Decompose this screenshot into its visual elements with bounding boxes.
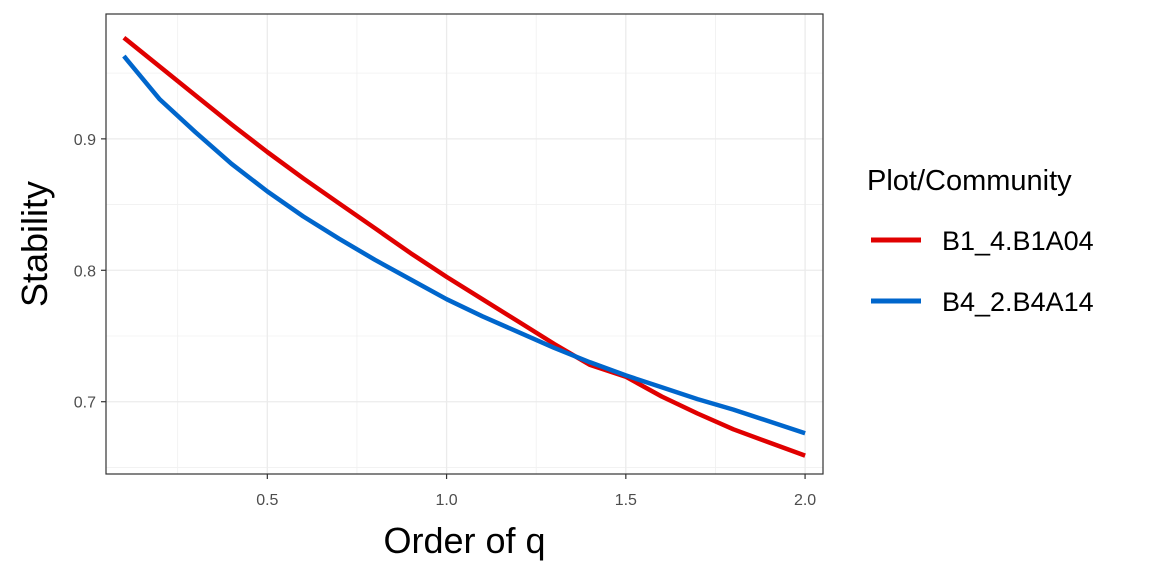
x-tick-label: 1.5 bbox=[615, 492, 637, 509]
series-line-b4-2 bbox=[122, 54, 806, 436]
x-tick-label: 2.0 bbox=[794, 492, 816, 509]
y-tick-label: 0.9 bbox=[74, 132, 96, 149]
series-lines bbox=[122, 35, 806, 458]
plot-panel-border bbox=[105, 13, 824, 475]
x-axis-title: Order of q bbox=[383, 520, 545, 561]
legend-label-b4-2: B4_2.B4A14 bbox=[942, 287, 1094, 317]
minor-gridlines bbox=[106, 14, 823, 474]
y-tick-label: 0.8 bbox=[74, 263, 96, 280]
legend: Plot/Community B1_4.B1A04 B4_2.B4A14 bbox=[867, 165, 1094, 317]
x-tick-label: 0.5 bbox=[256, 492, 278, 509]
legend-title: Plot/Community bbox=[867, 165, 1072, 197]
series-line-b1-4 bbox=[122, 35, 806, 458]
y-axis: 0.7 0.8 0.9 bbox=[74, 132, 106, 412]
legend-label-b1-4: B1_4.B1A04 bbox=[942, 226, 1094, 256]
y-axis-title: Stability bbox=[14, 181, 55, 307]
x-tick-label: 1.0 bbox=[435, 492, 457, 509]
x-axis: 0.5 1.0 1.5 2.0 bbox=[256, 474, 816, 509]
y-tick-label: 0.7 bbox=[74, 395, 96, 412]
major-gridlines bbox=[106, 14, 823, 474]
